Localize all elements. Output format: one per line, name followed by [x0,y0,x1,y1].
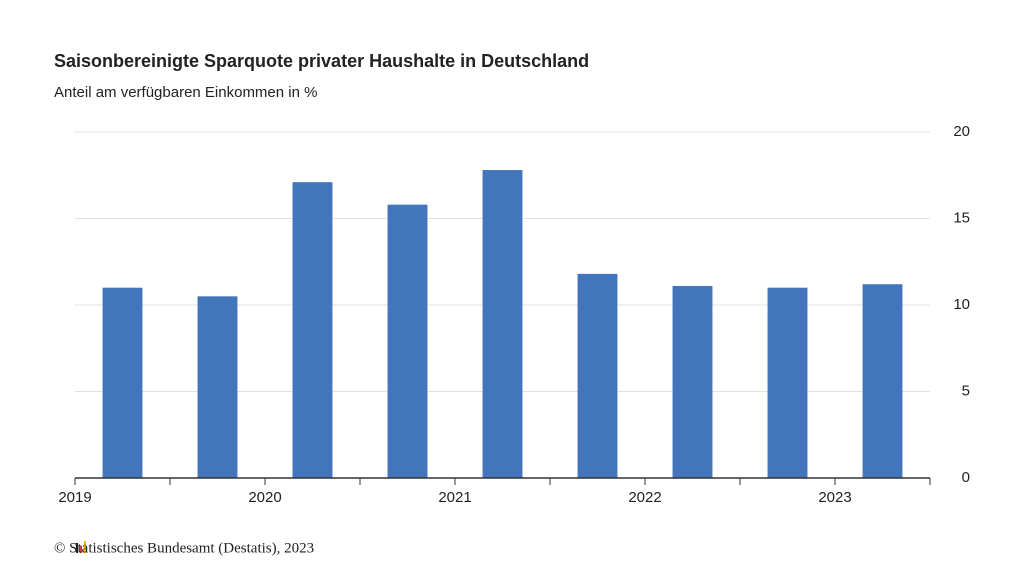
bar [102,287,143,478]
bar [292,182,333,479]
bar [672,285,713,478]
source-logo [76,541,86,553]
bar [197,296,238,478]
y-tick-label: 15 [953,209,970,226]
bar [767,287,808,478]
x-tick-label: 2022 [628,489,661,506]
y-tick-label: 10 [953,296,970,313]
x-tick-label: 2021 [438,489,471,506]
x-tick-label: 2019 [58,489,91,506]
y-tick-label: 20 [953,123,970,140]
y-tick-label: 5 [962,382,970,399]
y-tick-label: 0 [962,469,970,486]
x-tick-label: 2020 [248,489,281,506]
x-tick-label: 2023 [818,489,851,506]
source: © Statistisches Bundesamt (Destatis), 20… [54,540,314,556]
chart-title: Saisonbereinigte Sparquote privater Haus… [54,51,589,71]
bar [862,284,903,478]
bar [387,204,428,478]
bar [577,273,618,478]
bar [482,170,523,478]
chart-subtitle: Anteil am verfügbaren Einkommen in % [54,84,317,101]
